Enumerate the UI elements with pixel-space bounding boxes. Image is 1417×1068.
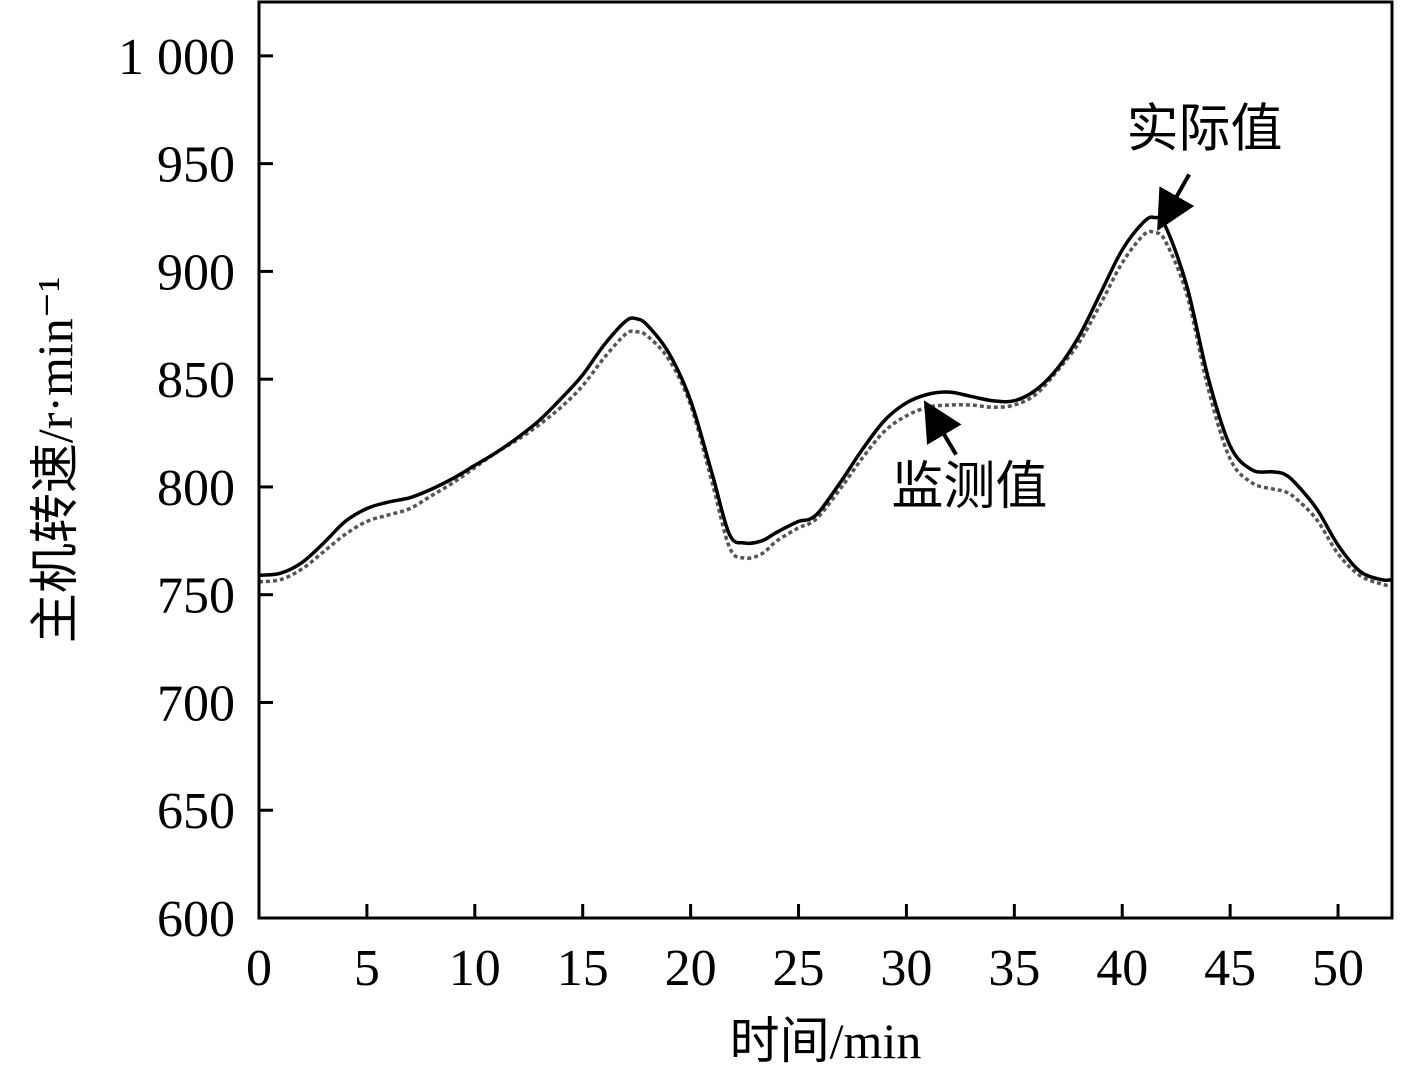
x-tick-label: 30 <box>880 940 932 997</box>
x-axis-title: 时间/min <box>730 1013 922 1068</box>
x-tick-label: 35 <box>988 940 1040 997</box>
x-tick-label: 0 <box>246 940 272 997</box>
y-tick-label: 800 <box>157 460 235 517</box>
y-tick-label: 600 <box>157 891 235 948</box>
y-axis-title: 主机转速/r·min⁻¹ <box>27 277 83 643</box>
y-tick-label: 850 <box>157 352 235 409</box>
x-tick-label: 45 <box>1204 940 1256 997</box>
x-axis-ticks: 0 5 10 15 20 25 30 35 40 45 50 <box>246 904 1364 997</box>
x-tick-label: 40 <box>1096 940 1148 997</box>
y-axis-ticks: 600 650 700 750 800 850 900 950 1 000 <box>118 29 273 948</box>
x-tick-label: 15 <box>557 940 609 997</box>
annotation-arrow-monitored-label <box>923 400 962 456</box>
series-layer <box>258 215 1393 588</box>
x-tick-label: 20 <box>665 940 717 997</box>
y-tick-label: 1 000 <box>118 29 235 86</box>
y-tick-label: 900 <box>157 244 235 301</box>
y-tick-label: 950 <box>157 137 235 194</box>
y-tick-label: 700 <box>157 675 235 732</box>
x-tick-label: 50 <box>1312 940 1364 997</box>
plot-frame <box>257 0 1394 920</box>
series-line-monitored <box>258 229 1393 588</box>
x-tick-label: 5 <box>354 940 380 997</box>
annotation-arrow-actual-label <box>1157 173 1195 231</box>
annotation-label-actual-label: 实际值 <box>1127 101 1283 158</box>
y-tick-label: 750 <box>157 568 235 625</box>
x-tick-label: 25 <box>773 940 825 997</box>
series-line-actual <box>258 215 1393 583</box>
x-tick-label: 10 <box>449 940 501 997</box>
annotation-label-monitored-label: 监测值 <box>891 459 1047 516</box>
y-tick-label: 650 <box>157 783 235 840</box>
